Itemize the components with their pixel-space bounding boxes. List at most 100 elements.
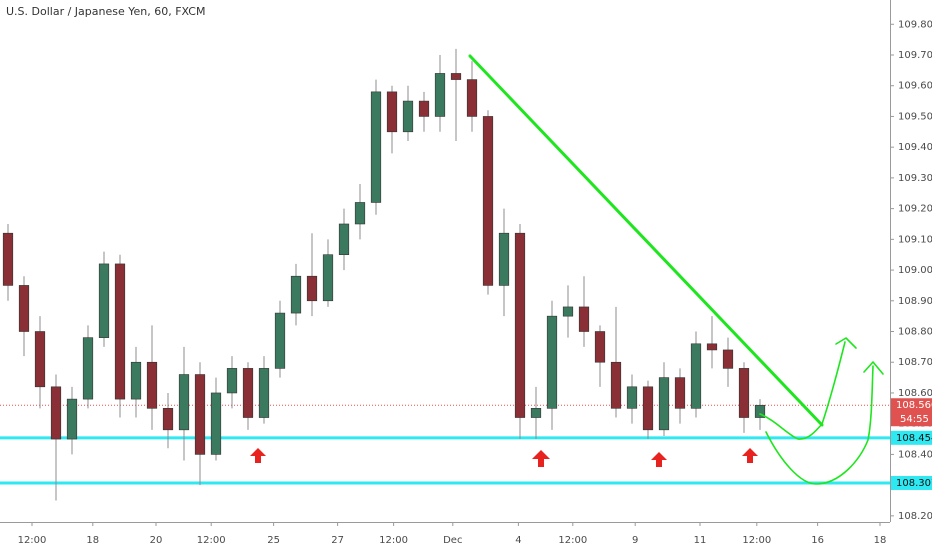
- markers: [250, 448, 758, 467]
- projection-curve: [759, 341, 846, 440]
- candle-body: [290, 275, 302, 314]
- candle-body: [754, 404, 766, 418]
- candle-body: [66, 398, 78, 440]
- candle-body: [530, 408, 542, 418]
- x-tick-label: 18: [874, 535, 887, 546]
- chart-title: U.S. Dollar / Japanese Yen, 60, FXCM: [6, 5, 205, 18]
- y-tick-label: 109.000: [898, 265, 932, 276]
- candle-body: [738, 368, 750, 418]
- candle-body: [658, 377, 670, 431]
- x-tick-label: 9: [632, 535, 638, 546]
- candle-body: [594, 331, 606, 363]
- candle-body: [2, 232, 14, 286]
- y-tick-label: 109.500: [898, 111, 932, 122]
- candle-body: [354, 202, 366, 225]
- x-tick-label: 20: [150, 535, 163, 546]
- candle-body: [338, 223, 350, 256]
- countdown-label: 54:55: [900, 414, 929, 425]
- candle-body: [82, 337, 94, 400]
- arrow-head: [863, 361, 884, 375]
- y-tick-label: 108.200: [898, 511, 932, 522]
- candle-body: [706, 343, 718, 351]
- candle-body: [18, 285, 30, 332]
- candle-body: [274, 312, 286, 369]
- y-tick-label: 108.600: [898, 388, 932, 399]
- candle-body: [210, 392, 222, 455]
- candle-body: [242, 368, 254, 418]
- x-tick-label: 12:00: [197, 535, 226, 546]
- x-tick-label: 11: [694, 535, 707, 546]
- x-tick-label: 16: [811, 535, 824, 546]
- trend-line: [468, 54, 824, 427]
- x-tick-label: Dec: [443, 535, 462, 546]
- candle-body: [626, 386, 638, 409]
- y-tick-label: 109.700: [898, 50, 932, 61]
- y-tick-label: 109.800: [898, 19, 932, 30]
- candle-body: [114, 263, 126, 400]
- candle-body: [450, 73, 462, 80]
- candle-body: [610, 361, 622, 409]
- candle-body: [226, 368, 238, 394]
- candle-body: [562, 306, 574, 317]
- y-tick-label: 109.200: [898, 204, 932, 215]
- level-price-label: 108.307: [896, 478, 932, 489]
- last-price-label: 108.560: [896, 400, 932, 411]
- up-arrow: [651, 452, 667, 467]
- y-tick-label: 108.700: [898, 357, 932, 368]
- x-tick-label: 18: [86, 535, 99, 546]
- x-tick-label: 4: [515, 535, 521, 546]
- candle-body: [466, 79, 478, 117]
- level-price-box: [891, 430, 932, 445]
- x-tick-label: 12:00: [742, 535, 771, 546]
- plot-area: [0, 48, 890, 501]
- candle-body: [146, 361, 158, 409]
- candle-body: [98, 263, 110, 338]
- candle-body: [418, 100, 430, 117]
- x-tick-label: 25: [267, 535, 280, 546]
- drawings: [468, 54, 884, 485]
- level-price-label: 108.454: [896, 433, 932, 444]
- candle-body: [306, 275, 318, 302]
- candle-body: [578, 306, 590, 332]
- candle-body: [642, 386, 654, 431]
- candle-body: [178, 374, 190, 431]
- candle-body: [258, 368, 270, 418]
- y-tick-label: 109.400: [898, 142, 932, 153]
- candle-body: [194, 374, 206, 455]
- x-tick-label: 12:00: [379, 535, 408, 546]
- candle-body: [482, 116, 494, 286]
- candle-body: [498, 232, 510, 286]
- candle-body: [674, 377, 686, 409]
- candle-body: [386, 91, 398, 133]
- projection-curve: [765, 365, 874, 485]
- x-tick-label: 27: [331, 535, 344, 546]
- candle-body: [370, 91, 382, 203]
- candle-body: [722, 349, 734, 369]
- up-arrow: [250, 448, 266, 463]
- candle-body: [514, 232, 526, 418]
- up-arrow: [532, 450, 550, 467]
- candle-body: [434, 73, 446, 117]
- up-arrow: [742, 448, 758, 463]
- x-tick-label: 12:00: [558, 535, 587, 546]
- candle-body: [34, 331, 46, 388]
- x-tick-label: 12:00: [18, 535, 47, 546]
- y-tick-label: 109.100: [898, 234, 932, 245]
- candle-body: [322, 254, 334, 302]
- y-tick-label: 108.400: [898, 449, 932, 460]
- candle-body: [50, 386, 62, 440]
- y-tick-label: 109.300: [898, 173, 932, 184]
- candle-body: [162, 408, 174, 431]
- candle-body: [546, 315, 558, 409]
- candle-body: [690, 343, 702, 409]
- candle-body: [402, 100, 414, 133]
- y-tick-label: 109.600: [898, 81, 932, 92]
- y-tick-label: 108.800: [898, 327, 932, 338]
- level-price-box: [891, 475, 932, 490]
- last-price-box: [891, 398, 932, 427]
- y-tick-label: 108.900: [898, 296, 932, 307]
- candle-body: [130, 361, 142, 400]
- arrow-head: [835, 337, 857, 349]
